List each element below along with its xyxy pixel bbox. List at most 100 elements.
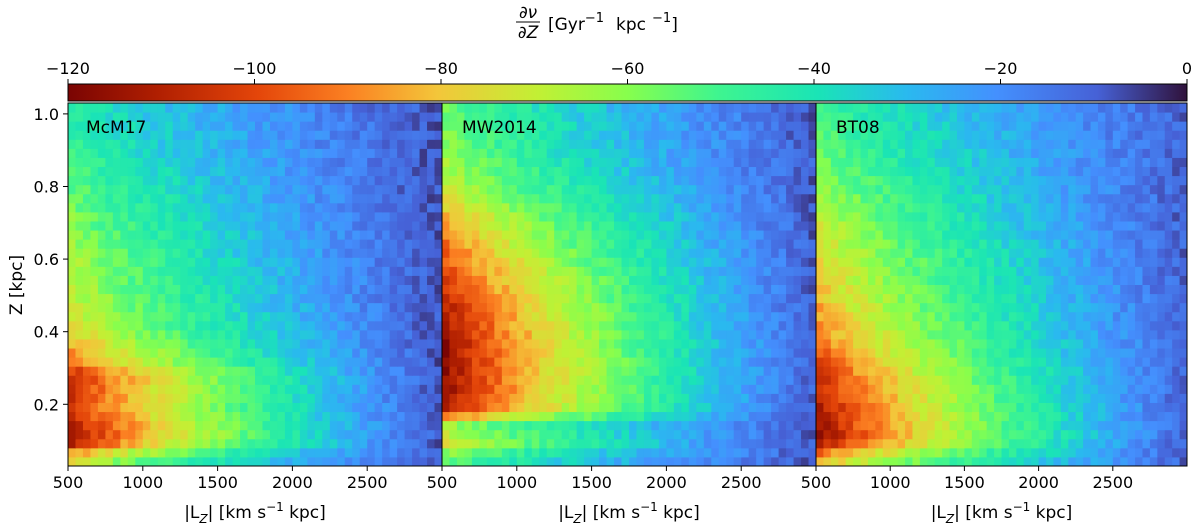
heatmap-cell bbox=[284, 103, 293, 113]
heatmap-cell bbox=[195, 402, 204, 413]
heatmap-cell bbox=[651, 375, 660, 385]
heatmap-cell bbox=[210, 338, 219, 349]
heatmap-cell bbox=[801, 429, 810, 440]
heatmap-cell bbox=[621, 230, 630, 240]
heatmap-cell bbox=[718, 402, 727, 413]
heatmap-cell bbox=[292, 275, 301, 285]
heatmap-cell bbox=[882, 429, 891, 440]
heatmap-cell bbox=[561, 384, 570, 394]
heatmap-cell bbox=[666, 447, 675, 458]
heatmap-cell bbox=[688, 411, 697, 422]
heatmap-cell bbox=[763, 329, 772, 340]
heatmap-cell bbox=[643, 302, 652, 313]
heatmap-cell bbox=[142, 302, 151, 313]
heatmap-cell bbox=[374, 429, 383, 440]
heatmap-cell bbox=[419, 384, 428, 394]
heatmap-cell bbox=[127, 248, 136, 258]
heatmap-cell bbox=[90, 393, 99, 403]
heatmap-cell bbox=[516, 375, 525, 385]
heatmap-cell bbox=[658, 348, 667, 358]
heatmap-cell bbox=[666, 103, 675, 113]
heatmap-cell bbox=[979, 348, 988, 358]
heatmap-cell bbox=[449, 420, 458, 431]
heatmap-cell bbox=[434, 384, 443, 394]
heatmap-cell bbox=[956, 402, 965, 413]
heatmap-cell bbox=[778, 348, 787, 358]
heatmap-cell bbox=[1083, 402, 1092, 413]
heatmap-cell bbox=[927, 311, 936, 322]
heatmap-cell bbox=[277, 438, 286, 449]
heatmap-cell bbox=[786, 429, 795, 440]
heatmap-cell bbox=[994, 338, 1002, 349]
heatmap-cell bbox=[299, 157, 308, 168]
heatmap-cell bbox=[666, 293, 675, 304]
heatmap-cell bbox=[142, 438, 151, 449]
heatmap-cell bbox=[187, 121, 196, 131]
heatmap-cell bbox=[322, 357, 331, 367]
heatmap-cell bbox=[389, 375, 398, 385]
heatmap-cell bbox=[801, 148, 810, 158]
heatmap-cell bbox=[733, 456, 742, 467]
heatmap-cell bbox=[1023, 402, 1032, 413]
heatmap-cell bbox=[912, 411, 921, 422]
heatmap-cell bbox=[949, 366, 958, 376]
heatmap-cell bbox=[867, 366, 876, 376]
heatmap-cell bbox=[673, 157, 682, 168]
heatmap-cell bbox=[157, 348, 166, 358]
heatmap-cell bbox=[576, 257, 585, 267]
heatmap-cell bbox=[853, 348, 862, 358]
heatmap-cell bbox=[778, 202, 787, 213]
heatmap-cell bbox=[127, 211, 136, 222]
heatmap-cell bbox=[90, 447, 99, 458]
heatmap-cell bbox=[1083, 438, 1092, 449]
heatmap-cell bbox=[202, 112, 211, 122]
heatmap-cell bbox=[793, 175, 802, 186]
heatmap-cell bbox=[277, 447, 286, 458]
heatmap-cell bbox=[1097, 393, 1106, 403]
heatmap-cell bbox=[591, 175, 600, 186]
heatmap-cell bbox=[284, 366, 293, 376]
heatmap-cell bbox=[359, 230, 368, 240]
heatmap-cell bbox=[299, 302, 308, 313]
heatmap-cell bbox=[1097, 320, 1106, 331]
heatmap-cell bbox=[956, 293, 965, 304]
heatmap-cell bbox=[591, 130, 600, 140]
heatmap-cell bbox=[434, 157, 443, 168]
heatmap-cell bbox=[277, 275, 286, 285]
heatmap-cell bbox=[202, 275, 211, 285]
heatmap-cell bbox=[756, 230, 765, 240]
heatmap-cell bbox=[165, 329, 174, 340]
heatmap-cell bbox=[464, 447, 473, 458]
heatmap-cell bbox=[1008, 393, 1017, 403]
heatmap-cell bbox=[449, 447, 458, 458]
heatmap-cell bbox=[187, 266, 196, 276]
heatmap-cell bbox=[703, 166, 712, 177]
heatmap-cell bbox=[733, 220, 742, 231]
heatmap-cell bbox=[1120, 402, 1129, 413]
heatmap-cell bbox=[1023, 338, 1032, 349]
heatmap-cell bbox=[591, 139, 600, 149]
heatmap-cell bbox=[1172, 366, 1181, 376]
heatmap-cell bbox=[748, 121, 757, 131]
heatmap-cell bbox=[823, 302, 832, 313]
heatmap-cell bbox=[643, 384, 652, 394]
heatmap-cell bbox=[195, 239, 204, 249]
heatmap-cell bbox=[741, 293, 750, 304]
heatmap-cell bbox=[636, 139, 645, 149]
heatmap-cell bbox=[748, 447, 757, 458]
heatmap-cell bbox=[456, 148, 465, 158]
heatmap-cell bbox=[202, 130, 211, 140]
heatmap-cell bbox=[584, 375, 593, 385]
heatmap-cell bbox=[1090, 329, 1099, 340]
heatmap-cell bbox=[718, 175, 727, 186]
heatmap-cell bbox=[412, 284, 421, 295]
heatmap-cell bbox=[786, 348, 795, 358]
heatmap-cell bbox=[971, 447, 980, 458]
heatmap-cell bbox=[658, 139, 667, 149]
heatmap-cell bbox=[942, 293, 951, 304]
heatmap-cell bbox=[614, 230, 623, 240]
heatmap-cell bbox=[232, 284, 241, 295]
heatmap-cell bbox=[912, 384, 921, 394]
heatmap-cell bbox=[1149, 348, 1158, 358]
heatmap-cell bbox=[434, 148, 443, 158]
